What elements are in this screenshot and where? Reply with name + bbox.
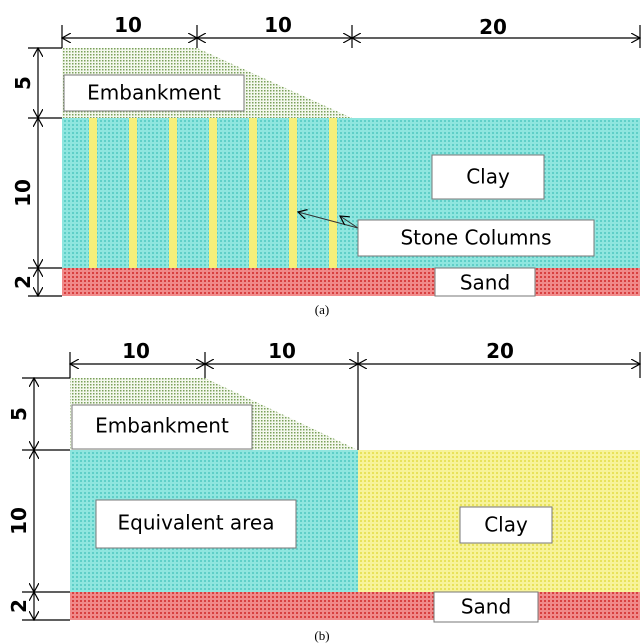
clay-label: Clay bbox=[466, 165, 510, 189]
dimension-label: 5 bbox=[7, 407, 31, 421]
embankment-label: Embankment bbox=[95, 414, 229, 438]
sand-label: Sand bbox=[461, 595, 511, 619]
caption: (a) bbox=[315, 302, 329, 317]
dimension-label: 5 bbox=[11, 76, 35, 90]
sand-layer bbox=[62, 268, 640, 296]
dimension-label: 10 bbox=[114, 13, 142, 37]
dimension-label: 10 bbox=[11, 179, 35, 207]
panel-b: 10 10 20 5 10 2 Embankment Equivalent ar… bbox=[7, 339, 640, 643]
dimension-label: 2 bbox=[11, 275, 35, 289]
dimension-label: 10 bbox=[264, 13, 292, 37]
embankment-label: Embankment bbox=[87, 81, 221, 105]
sand-label: Sand bbox=[460, 271, 510, 295]
dimension-label: 10 bbox=[122, 339, 150, 363]
dimension-label: 20 bbox=[486, 339, 514, 363]
stone-columns-part bbox=[169, 118, 177, 268]
sand-layer bbox=[70, 592, 640, 620]
panel-a: 10 10 20 5 10 2 Embankment Clay Stone Co… bbox=[11, 13, 640, 317]
dimension-label: 10 bbox=[268, 339, 296, 363]
stone-columns-part bbox=[289, 118, 297, 268]
dimension-label: 10 bbox=[7, 507, 31, 535]
stone-columns-part bbox=[129, 118, 137, 268]
figure: 10 10 20 5 10 2 Embankment Clay Stone Co… bbox=[0, 0, 643, 644]
dimension-label: 2 bbox=[7, 599, 31, 613]
clay-label: Clay bbox=[484, 513, 528, 537]
stone-columns-part bbox=[89, 118, 97, 268]
equivalent-area-label: Equivalent area bbox=[118, 511, 275, 535]
stone-columns-part bbox=[329, 118, 337, 268]
caption: (b) bbox=[314, 628, 329, 643]
dimension-label: 20 bbox=[479, 15, 507, 39]
stone-columns-label: Stone Columns bbox=[400, 226, 551, 250]
stone-columns-part bbox=[249, 118, 257, 268]
stone-columns-part bbox=[209, 118, 217, 268]
